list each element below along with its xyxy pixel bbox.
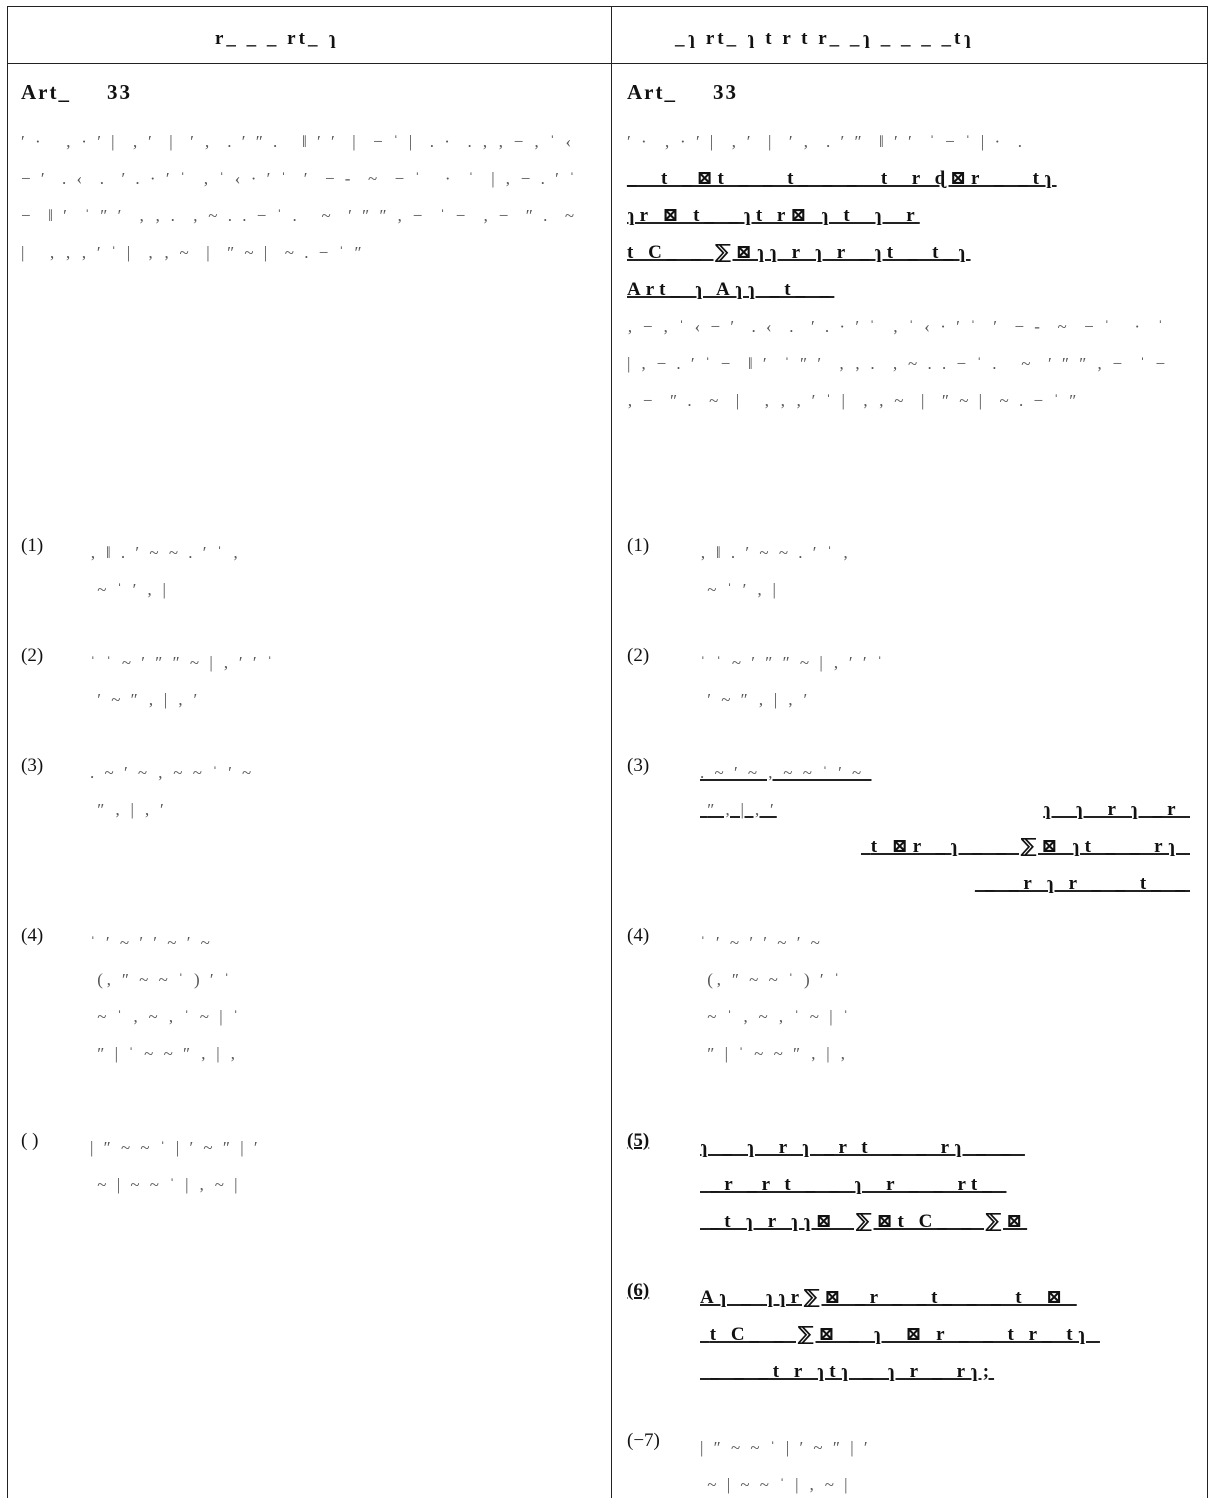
right-item-amended: ɿ ɿ r ɿ _r t ⊠r _ɿ _ _ ⅀⊠ ɿt _ _ rɿ _ _r…: [870, 799, 1190, 894]
left-item-text: | ″ ~ ~ ˈ | ′ ~ ″ | ′ ~ | ~ ~ ˈ | ‚ ~ |: [90, 1138, 261, 1194]
right-item-mark: (−7): [627, 1430, 660, 1451]
column-divider: [611, 6, 612, 1498]
right-item-mark: (1): [627, 535, 650, 556]
left-item-text: ‚ ‖ . ′ ~ ~ . ′ ˈ ‚ ~ ˈ ′ ‚ |: [90, 543, 242, 599]
header-divider: [7, 63, 1208, 64]
right-item-text: | ″ ~ ~ ˈ | ′ ~ ″ | ′ ~ | ~ ~ ˈ | ‚ ~ |: [700, 1438, 871, 1494]
article-number: 33: [712, 80, 738, 104]
right-item-text: ‚ ‖ . ′ ~ ~ . ′ ˈ ‚ ~ ˈ ′ ‚ |: [700, 543, 852, 599]
right-intro-amended-2: ɿr ⊠ t_ _ɿt r⊠ ɿ t ɿ r: [627, 205, 920, 226]
right-item-mark: (4): [627, 925, 650, 946]
right-intro-plain: ′ · ‚ · ′ | ‚ ′ | ′ ‚ . ′ ″ ‖ ′ ′ ˈ − ˈ …: [627, 132, 1025, 151]
comparison-table: [7, 6, 1208, 1498]
left-item-mark: (3): [21, 755, 44, 776]
right-item-text: . ~ ′ ~ ‚ ~ ~ ˈ ′ ~ ″ ‚ | ‚ ′: [700, 763, 865, 819]
left-article-heading: Art_ 33: [21, 80, 132, 105]
right-article-heading: Art_ 33: [627, 80, 738, 105]
right-item-text: ˈ ˈ ~ ′ ″ ″ ~ | ‚ ′ ′ ˈ ′ ~ ″ ‚ | ‚ ′: [700, 653, 886, 709]
right-intro-amended-4: Art_ ɿ Aɿɿ _t_ _: [627, 279, 835, 300]
header-left: r_ _ _ rt_ ɿ: [215, 28, 339, 49]
right-item-amended: ɿ _ ɿ r ɿ _r t _ _ rɿ _ _ _r _r t _ _ ɿ …: [700, 1137, 1028, 1232]
right-item-amended: Aɿ _ ɿɿr⅀⊠ _r _ _t_ _ _ t ⊠ t C_ _ ⅀⊠ _ …: [700, 1287, 1091, 1382]
article-number: 33: [106, 80, 132, 104]
right-item-text: ˈ ′ ~ ′ ′ ~ ′ ~ (‚ ″ ~ ~ ˈ ) ′ ˈ ~ ˈ ‚ ~…: [700, 933, 852, 1063]
right-intro-amended-3: t C_ _ ⅀⊠ɿɿ r ɿ r _ɿt _ t_ɿ: [627, 242, 971, 263]
left-intro: ′ · ‚ · ′ | ‚ ′ | ′ ‚ . ′ ″ . ‖ ′ ′ | − …: [21, 132, 592, 262]
left-item-mark: (1): [21, 535, 44, 556]
right-item-mark: (6): [627, 1280, 650, 1301]
right-item-mark: (5): [627, 1130, 650, 1151]
article-label: Art_: [21, 80, 71, 104]
right-item-mark: (3): [627, 755, 650, 776]
left-item-mark: (4): [21, 925, 44, 946]
left-item-text: . ~ ′ ~ ‚ ~ ~ ˈ ′ ~ ″ ‚ | ‚ ′: [90, 763, 255, 819]
right-intro-amended-1: _ t _⊠t _ _ t_ _ _ t r ɖ⊠r _ _tɿ: [627, 168, 1057, 189]
left-item-mark: ( ): [21, 1130, 39, 1151]
right-intro-rest: ‚ − ‚ ˈ ‹ − ′ . ‹ . ′ . · ′ ˈ ‚ ˈ ‹ · ′ …: [627, 317, 1183, 410]
article-label: Art_: [627, 80, 677, 104]
left-item-text: ˈ ′ ~ ′ ′ ~ ′ ~ (‚ ″ ~ ~ ˈ ) ′ ˈ ~ ˈ ‚ ~…: [90, 933, 242, 1063]
right-item-mark: (2): [627, 645, 650, 666]
left-item-mark: (2): [21, 645, 44, 666]
header-right: _ɿ rt_ ɿ t r t r_ _ɿ _ _ _ _tɿ: [675, 28, 974, 49]
left-item-text: ˈ ˈ ~ ′ ″ ″ ~ | ‚ ′ ′ ˈ ′ ~ ″ ‚ | ‚ ′: [90, 653, 276, 709]
